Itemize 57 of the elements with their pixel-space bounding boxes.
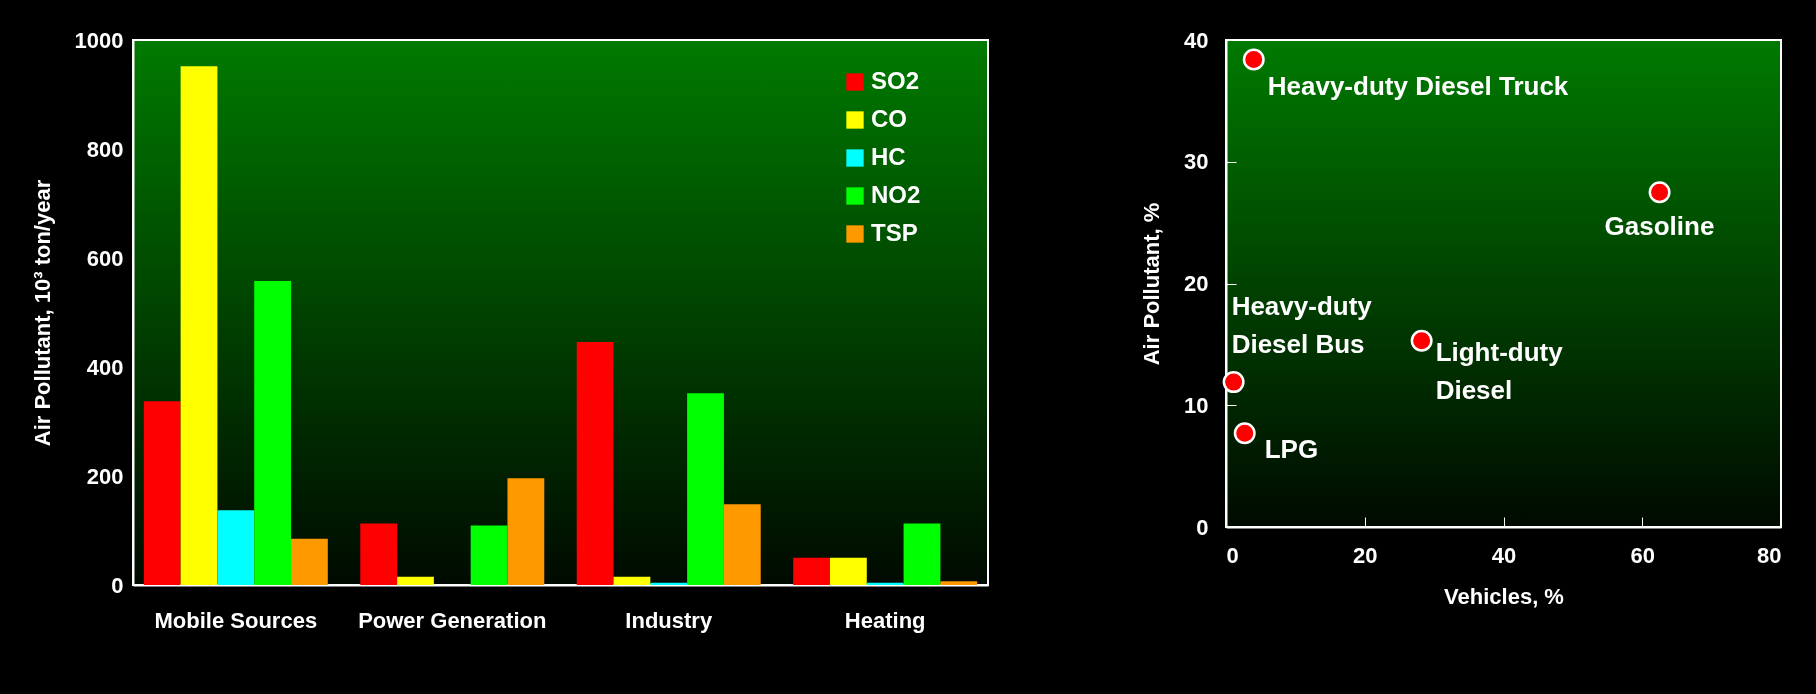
annotation: Light-duty Diesel <box>1435 336 1564 405</box>
y-axis-title: Air Pollutant, % <box>1139 202 1165 366</box>
x-tick-label: Power Generation <box>358 607 547 633</box>
y-tick-label: 800 <box>86 136 124 162</box>
x-axis-title: Vehicles, % <box>1444 583 1564 609</box>
y-tick-label: 200 <box>86 463 124 489</box>
annotation: Gasoline <box>1604 211 1715 242</box>
y-tick-label: 0 <box>1196 514 1209 540</box>
bar <box>291 538 328 585</box>
x-tick-label: Heating <box>844 607 926 633</box>
legend-label: HC <box>871 143 906 170</box>
legend-label: CO <box>871 105 907 132</box>
point <box>1410 329 1433 352</box>
bar <box>687 393 724 585</box>
legend-label: SO2 <box>871 67 920 94</box>
bar <box>217 510 255 585</box>
y-tick-label: 600 <box>86 245 124 271</box>
y-tick-label: 10 <box>1184 392 1209 418</box>
y-tick-label: 40 <box>1184 27 1209 53</box>
annotation: LPG <box>1264 434 1319 465</box>
bar <box>829 557 867 585</box>
x-tick-label: Mobile Sources <box>154 607 318 633</box>
bar <box>470 525 508 585</box>
legend-label: NO2 <box>871 181 921 208</box>
y-tick-label: 0 <box>111 572 124 598</box>
legend-label: TSP <box>871 219 918 246</box>
bar <box>903 523 941 585</box>
x-tick-label: 20 <box>1353 542 1378 568</box>
x-tick-label: 40 <box>1491 542 1517 568</box>
bar <box>360 523 398 585</box>
y-tick-label: 1000 <box>74 27 124 53</box>
bar <box>940 581 978 585</box>
bar <box>866 582 904 585</box>
x-tick-label: Industry <box>625 607 713 633</box>
bar <box>143 401 181 585</box>
point <box>1233 422 1256 445</box>
x-tick-label: 80 <box>1757 542 1782 568</box>
y-tick-label: 30 <box>1184 149 1209 175</box>
bar <box>650 582 688 585</box>
point <box>1648 181 1671 204</box>
bar <box>180 66 218 585</box>
y-tick-label: 400 <box>86 354 124 380</box>
bar <box>613 576 651 585</box>
bar <box>793 557 830 585</box>
annotation: Heavy-duty Diesel Bus <box>1231 291 1373 360</box>
y-tick-label: 20 <box>1184 271 1209 296</box>
bar <box>254 280 292 585</box>
bar <box>576 341 614 585</box>
point <box>1242 48 1265 71</box>
bar <box>723 504 761 585</box>
x-tick-label: 60 <box>1630 542 1655 568</box>
annotation: Heavy-duty Diesel Truck <box>1267 71 1569 102</box>
point <box>1222 371 1245 394</box>
y-axis-title: Air Pollutant, 10³ ton/year <box>29 179 55 447</box>
bar <box>397 576 434 585</box>
bar <box>507 478 545 585</box>
x-tick-label: 0 <box>1226 542 1239 568</box>
